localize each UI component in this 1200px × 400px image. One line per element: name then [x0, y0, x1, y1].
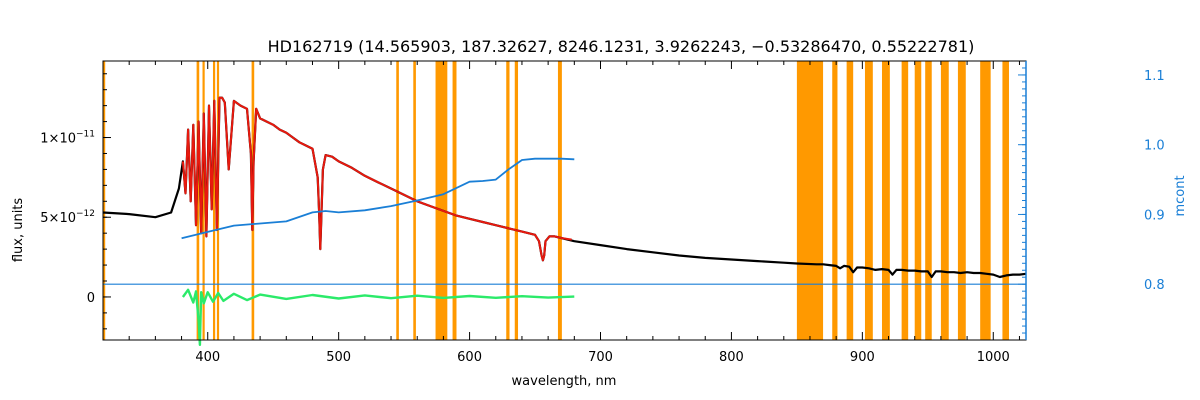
y-tick-mantissa: 5×10 [40, 211, 76, 226]
masked-region [396, 61, 399, 340]
x-axis-label: wavelength, nm [512, 374, 617, 389]
masked-region [980, 61, 991, 340]
x-tick-label: 600 [457, 350, 482, 365]
masked-region [514, 61, 519, 340]
masked-region [557, 61, 562, 340]
series-mcont [181, 157, 575, 240]
masked-region [914, 61, 922, 340]
masked-region [925, 61, 932, 340]
chart-title: HD162719 (14.565903, 187.32627, 8246.123… [268, 37, 975, 56]
masked-region [1002, 61, 1009, 340]
masked-region [901, 61, 909, 340]
y2-tick-label: 0.8 [1144, 278, 1165, 293]
y-tick-label: 5×10−12 [40, 209, 95, 226]
x-tick-label: 500 [326, 350, 351, 365]
y-tick-exponent: −11 [76, 130, 95, 140]
x-tick-label: 400 [195, 350, 220, 365]
masked-region [832, 61, 838, 340]
masked-region [212, 61, 216, 340]
series-residual [181, 288, 575, 346]
masked-region [940, 61, 949, 340]
x-tick-label: 1000 [977, 350, 1010, 365]
series-model [181, 96, 572, 262]
bottom-axis: 400 500 600 700 800 900 1000 [102, 61, 1020, 365]
y2-axis-label: mcont [1173, 175, 1188, 216]
y-tick-label: 0 [87, 291, 95, 306]
masked-region [846, 61, 854, 340]
series-layer [102, 96, 1027, 346]
masked-region [506, 61, 510, 340]
masked-region [196, 61, 200, 340]
masked-region [796, 61, 824, 340]
masked-region [957, 61, 966, 340]
masked-region [435, 61, 448, 340]
y-tick-exponent: −12 [76, 209, 95, 219]
y-tick-mantissa: 1×10 [40, 132, 76, 147]
left-axis: 0 5×10−12 1×10−11 [40, 73, 111, 330]
x-tick-label: 900 [850, 350, 875, 365]
y2-tick-label: 1.1 [1144, 69, 1165, 84]
right-axis: 0.8 0.9 1.0 1.1 [1018, 61, 1165, 340]
y-tick-label: 1×10−11 [40, 130, 95, 147]
y-axis-label: flux, units [11, 198, 26, 263]
masked-region [103, 61, 106, 340]
masked-region [202, 61, 205, 340]
masked-region [881, 61, 890, 340]
x-tick-label: 700 [588, 350, 613, 365]
x-tick-label: 800 [719, 350, 744, 365]
masked-region [864, 61, 873, 340]
y2-tick-label: 0.9 [1144, 208, 1165, 223]
masked-region [452, 61, 457, 340]
y2-tick-label: 1.0 [1144, 139, 1165, 154]
masked-regions [103, 61, 1009, 340]
